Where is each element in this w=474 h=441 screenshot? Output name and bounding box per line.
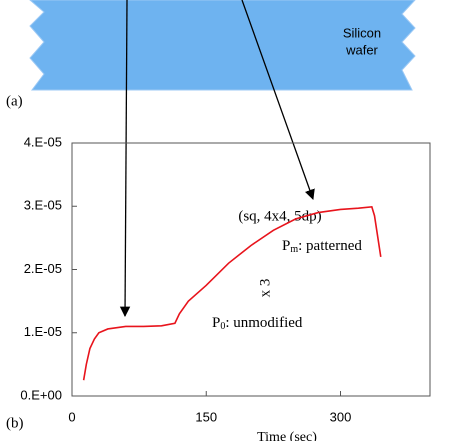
annotation: x 3	[257, 279, 273, 298]
y-tick-label: 0.E+00	[20, 387, 62, 402]
data-line	[82, 206, 382, 381]
arrow	[241, 0, 315, 200]
x-tick-label: 300	[330, 409, 352, 424]
wafer-label: wafer	[345, 42, 378, 57]
y-tick-label: 1.E-05	[24, 324, 62, 339]
x-tick-label: 150	[195, 409, 217, 424]
annotation: (sq, 4x4, 5dp)	[238, 208, 321, 224]
wafer-label: Silicon	[343, 25, 381, 40]
y-tick-label: 3.E-05	[24, 198, 62, 213]
annotation: Pm: patterned	[282, 238, 362, 255]
arrow	[119, 0, 131, 318]
y-tick-label: 4.E-05	[24, 134, 62, 149]
x-axis-label: Time (sec)	[257, 430, 317, 441]
panel-label: (a)	[6, 93, 23, 109]
y-tick-label: 2.E-05	[24, 261, 62, 276]
x-tick-label: 0	[68, 409, 75, 424]
annotation: P0: unmodified	[212, 315, 303, 332]
panel-label: (b)	[6, 415, 24, 431]
